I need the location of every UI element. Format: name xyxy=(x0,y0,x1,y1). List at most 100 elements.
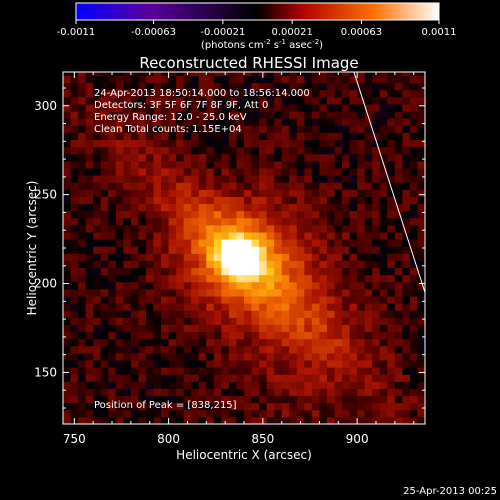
heatmap-cell xyxy=(417,72,425,77)
heatmap-cell xyxy=(115,303,124,311)
heatmap-cell xyxy=(311,303,320,311)
heatmap-cell xyxy=(304,139,313,148)
heatmap-cell xyxy=(145,345,154,354)
heatmap-cell xyxy=(304,104,313,112)
heatmap-cell xyxy=(402,146,411,155)
heatmap-cell xyxy=(123,72,132,77)
heatmap-cell xyxy=(266,395,275,404)
heatmap-cell xyxy=(93,210,102,219)
heatmap-cell xyxy=(251,416,260,424)
heatmap-cell xyxy=(379,224,388,233)
heatmap-cell xyxy=(176,388,185,397)
heatmap-cell xyxy=(63,139,72,148)
heatmap-cell xyxy=(281,409,290,418)
heatmap-cell xyxy=(168,118,177,126)
heatmap-cell xyxy=(70,288,79,297)
heatmap-cell xyxy=(206,395,215,404)
heatmap-cell xyxy=(409,260,418,269)
heatmap-cell xyxy=(161,175,170,183)
heatmap-cell xyxy=(274,217,283,226)
heatmap-cell xyxy=(108,153,117,162)
heatmap-cell xyxy=(342,381,351,389)
heatmap-cell xyxy=(266,118,275,126)
heatmap-cell xyxy=(251,253,260,261)
heatmap-cell xyxy=(130,239,139,247)
heatmap-cell xyxy=(161,317,170,325)
heatmap-cell xyxy=(281,168,290,176)
heatmap-cell xyxy=(108,203,117,212)
heatmap-cell xyxy=(357,274,366,283)
heatmap-cell xyxy=(409,267,418,276)
heatmap-cell xyxy=(357,72,366,77)
heatmap-cell xyxy=(70,381,79,389)
heatmap-cell xyxy=(93,132,102,141)
heatmap-cell xyxy=(251,345,260,354)
heatmap-cell xyxy=(266,189,275,197)
heatmap-cell xyxy=(259,317,268,325)
heatmap-cell xyxy=(364,210,373,219)
heatmap-cell xyxy=(379,288,388,297)
heatmap-cell xyxy=(153,288,162,297)
heatmap-cell xyxy=(334,125,343,133)
heatmap-cell xyxy=(198,409,207,418)
heatmap-cell xyxy=(221,338,230,347)
heatmap-cell xyxy=(319,338,328,347)
heatmap-cell xyxy=(138,288,147,297)
heatmap-cell xyxy=(334,175,343,183)
heatmap-cell xyxy=(394,111,403,119)
heatmap-cell xyxy=(319,153,328,162)
heatmap-cell xyxy=(417,395,425,404)
heatmap-cell xyxy=(402,274,411,283)
heatmap-cell xyxy=(228,281,237,290)
heatmap-cell xyxy=(274,189,283,197)
heatmap-cell xyxy=(198,310,207,318)
heatmap-cell xyxy=(228,160,237,169)
heatmap-cell xyxy=(379,189,388,197)
heatmap-cell xyxy=(342,132,351,141)
heatmap-cell xyxy=(236,338,245,347)
heatmap-cell xyxy=(342,409,351,418)
heatmap-cell xyxy=(259,168,268,176)
heatmap-cell xyxy=(63,246,72,254)
heatmap-cell xyxy=(183,324,192,333)
heatmap-cell xyxy=(145,182,154,190)
heatmap-cell xyxy=(409,288,418,297)
heatmap-cell xyxy=(100,232,109,240)
heatmap-cell xyxy=(266,267,275,276)
heatmap-cell xyxy=(349,132,358,141)
heatmap-cell xyxy=(138,96,147,105)
heatmap-cell xyxy=(123,139,132,148)
heatmap-cell xyxy=(236,352,245,361)
heatmap-cell xyxy=(372,388,381,397)
heatmap-cell xyxy=(213,352,222,361)
heatmap-cell xyxy=(342,374,351,382)
heatmap-cell xyxy=(409,146,418,155)
heatmap-cell xyxy=(63,160,72,169)
heatmap-cell xyxy=(63,153,72,162)
heatmap-cell xyxy=(342,210,351,219)
heatmap-cell xyxy=(387,374,396,382)
heatmap-cell xyxy=(63,338,72,347)
heatmap-cell xyxy=(206,416,215,424)
heatmap-cell xyxy=(153,360,162,368)
heatmap-cell xyxy=(130,281,139,290)
heatmap-cell xyxy=(63,360,72,368)
heatmap-cell xyxy=(319,395,328,404)
heatmap-cell xyxy=(319,168,328,176)
heatmap-cell xyxy=(93,388,102,397)
heatmap-cell xyxy=(221,232,230,240)
heatmap-cell xyxy=(289,296,298,304)
heatmap-cell xyxy=(145,89,154,98)
heatmap-cell xyxy=(304,388,313,397)
heatmap-cell xyxy=(319,310,328,318)
heatmap-cell xyxy=(93,153,102,162)
heatmap-cell xyxy=(138,132,147,141)
heatmap-cell xyxy=(319,288,328,297)
heatmap-cell xyxy=(161,224,170,233)
heatmap-cell xyxy=(213,296,222,304)
heatmap-cell xyxy=(168,381,177,389)
heatmap-cell xyxy=(409,217,418,226)
heatmap-cell xyxy=(130,267,139,276)
heatmap-cell xyxy=(259,338,268,347)
heatmap-cell xyxy=(372,317,381,325)
